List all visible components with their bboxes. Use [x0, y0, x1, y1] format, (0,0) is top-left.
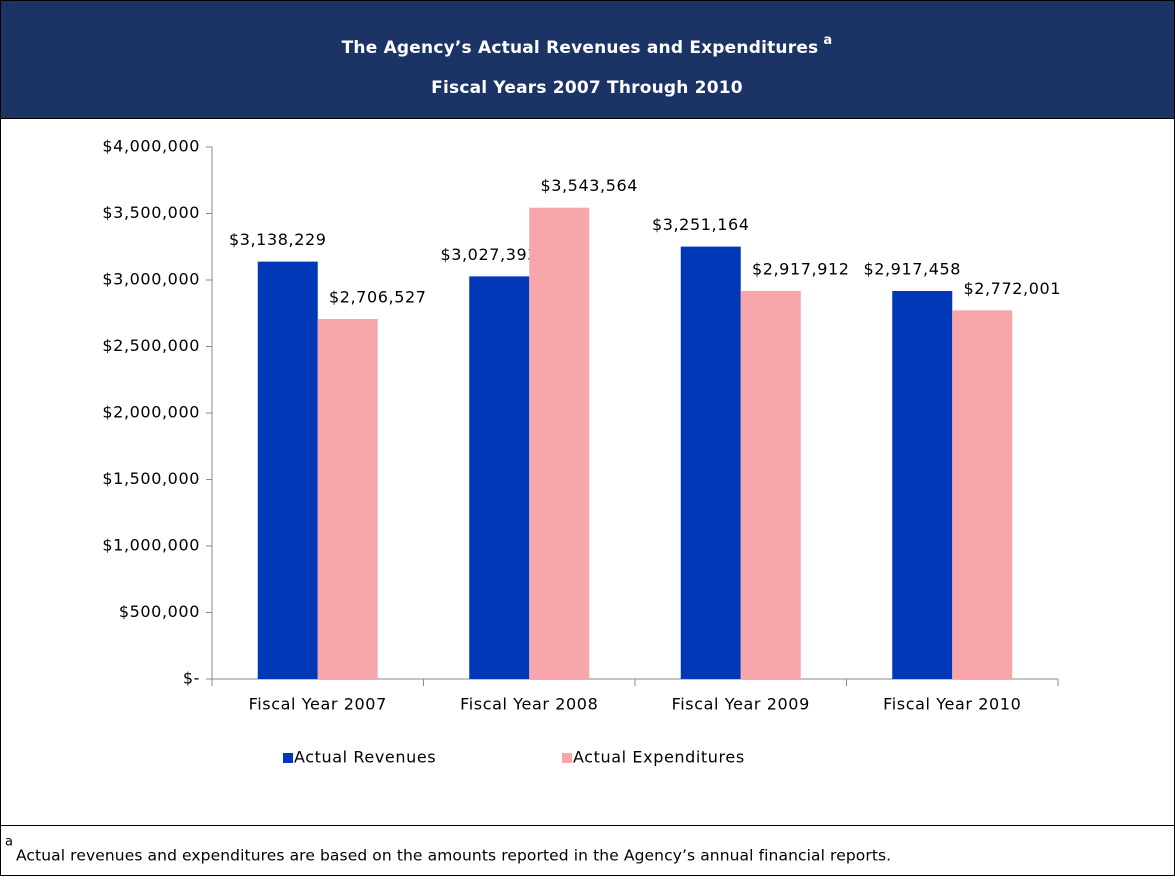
legend-label: Actual Expenditures — [573, 748, 745, 767]
value-label: $2,917,458 — [863, 259, 961, 278]
y-tick-label: $- — [183, 669, 200, 688]
bar — [529, 207, 590, 679]
x-tick-label: Fiscal Year 2008 — [460, 695, 598, 714]
value-label: $3,543,564 — [540, 176, 638, 195]
value-label: $3,027,393 — [440, 245, 538, 264]
x-tick-label: Fiscal Year 2009 — [672, 695, 810, 714]
header-band — [0, 0, 1175, 118]
bar — [952, 310, 1013, 679]
legend-swatch — [283, 753, 293, 763]
bar — [892, 290, 953, 679]
value-label: $3,251,164 — [652, 215, 750, 234]
value-label: $2,772,001 — [963, 279, 1061, 298]
x-tick-label: Fiscal Year 2010 — [883, 695, 1021, 714]
bar — [680, 246, 741, 679]
x-tick-label: Fiscal Year 2007 — [249, 695, 387, 714]
chart-subtitle: Fiscal Years 2007 Through 2010 — [431, 78, 743, 98]
footnote-marker: a — [5, 835, 14, 850]
chart-title: The Agency’s Actual Revenues and Expendi… — [342, 33, 833, 59]
y-tick-label: $4,000,000 — [102, 137, 200, 156]
value-label: $3,138,229 — [229, 230, 327, 249]
legend-swatch — [562, 753, 572, 763]
footnote-text: Actual revenues and expenditures are bas… — [16, 847, 891, 865]
y-tick-label: $3,500,000 — [102, 203, 200, 222]
value-label: $2,917,912 — [752, 259, 850, 278]
bar — [469, 276, 530, 679]
title-text: The Agency’s Actual Revenues and Expendi… — [342, 38, 819, 58]
bar — [317, 319, 378, 679]
title-note: a — [823, 33, 832, 48]
y-tick-label: $3,000,000 — [102, 270, 200, 289]
bar — [740, 290, 801, 679]
y-tick-label: $1,500,000 — [102, 469, 200, 488]
y-tick-label: $2,500,000 — [102, 336, 200, 355]
bar — [257, 261, 318, 679]
y-tick-label: $500,000 — [119, 602, 200, 621]
value-label: $2,706,527 — [329, 288, 427, 307]
legend-label: Actual Revenues — [294, 748, 436, 767]
y-tick-label: $2,000,000 — [102, 403, 200, 422]
y-tick-label: $1,000,000 — [102, 536, 200, 555]
